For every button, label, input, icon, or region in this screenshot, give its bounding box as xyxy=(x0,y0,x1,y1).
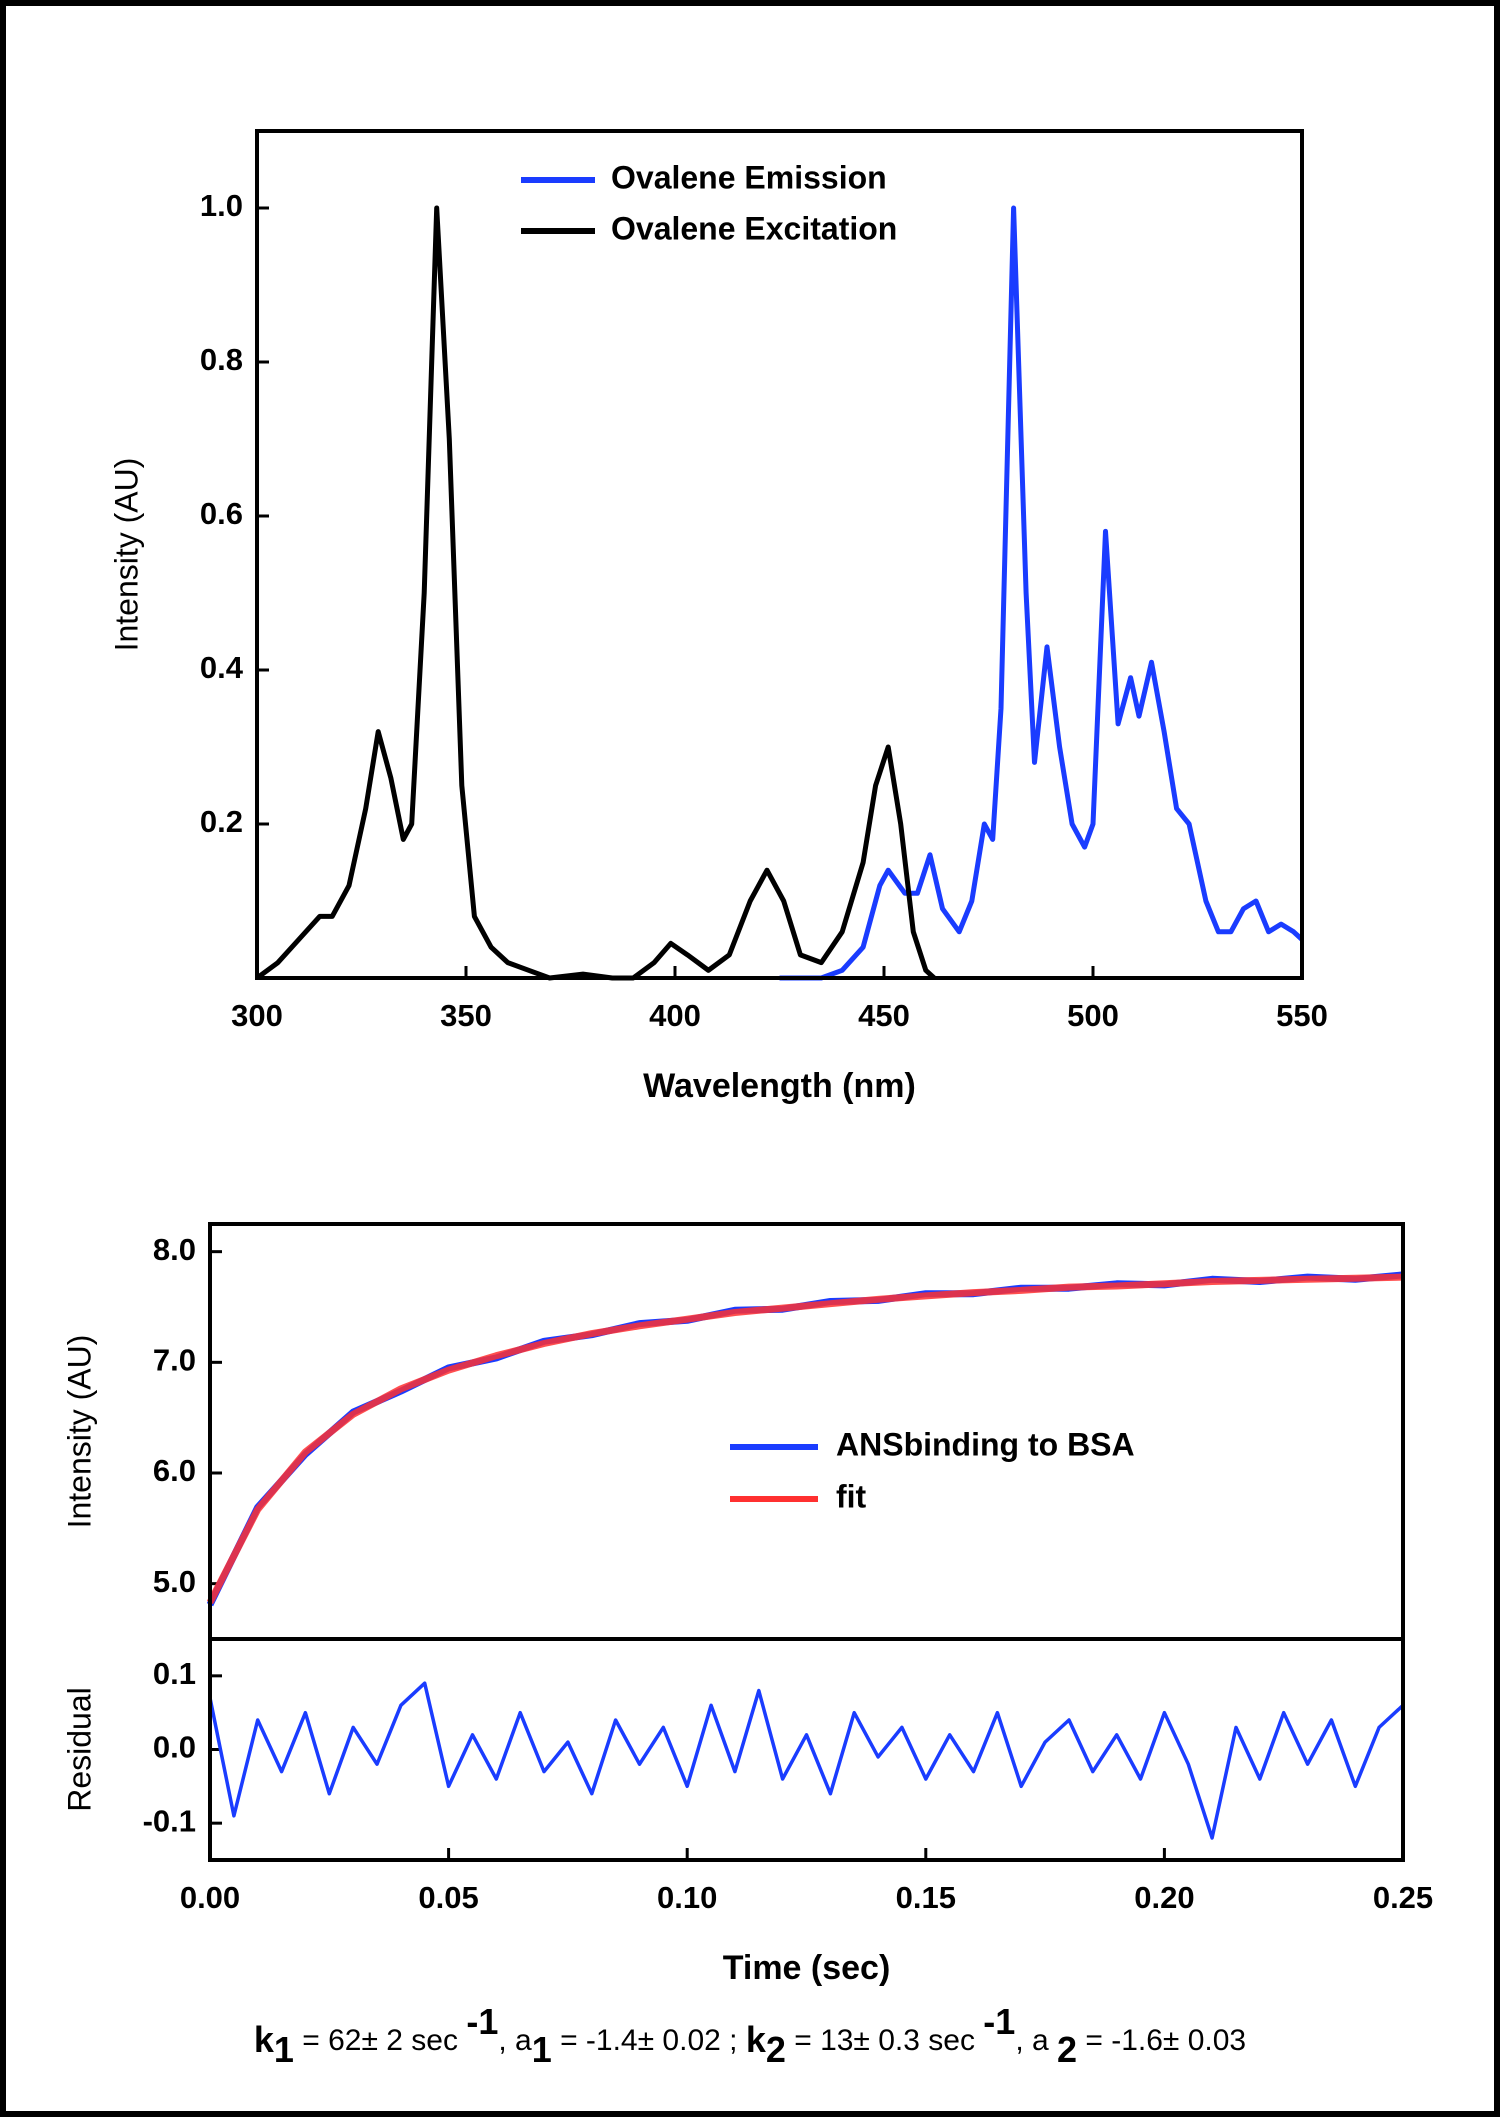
x-tick-label: 0.25 xyxy=(1373,1880,1433,1915)
x-tick-label: 0.00 xyxy=(180,1880,240,1915)
x-tick-label: 500 xyxy=(1067,998,1119,1033)
param: k xyxy=(746,2019,767,2060)
y-tick-label: 5.0 xyxy=(153,1564,196,1599)
series-line xyxy=(206,1273,1404,1605)
x-tick-label: 400 xyxy=(649,998,701,1033)
param: = -1.4± 0.02 ; xyxy=(552,2024,746,2057)
y-tick-label: 6.0 xyxy=(153,1453,196,1488)
legend-label: Ovalene Excitation xyxy=(611,210,897,246)
y-tick-label: 0.4 xyxy=(200,650,244,685)
y-axis-label: Intensity (AU) xyxy=(108,458,144,652)
param: , a xyxy=(498,2024,532,2057)
param: = 13± 0.3 sec xyxy=(786,2024,983,2057)
plot-frame xyxy=(208,1637,1405,1862)
series-line xyxy=(779,205,1304,981)
param: -1 xyxy=(466,2001,498,2042)
x-tick-label: 350 xyxy=(440,998,492,1033)
y-axis-label: Intensity (AU) xyxy=(61,1335,97,1529)
x-tick-label: 0.20 xyxy=(1134,1880,1194,1915)
legend-label: ANSbinding to BSA xyxy=(836,1426,1135,1462)
plot-frame xyxy=(208,1222,1405,1641)
y-tick-label: 0.1 xyxy=(153,1656,196,1691)
x-tick-label: 450 xyxy=(858,998,910,1033)
series-line xyxy=(255,205,936,981)
x-tick-label: 0.05 xyxy=(418,1880,478,1915)
fit-parameters: k1 = 62± 2 sec -1, a1 = -1.4± 0.02 ; k2 … xyxy=(254,2001,1246,2070)
param: = -1.6± 0.03 xyxy=(1077,2024,1246,2057)
y-axis-label: Residual xyxy=(61,1687,97,1812)
x-axis-label: Time (sec) xyxy=(723,1949,891,1987)
param: -1 xyxy=(983,2001,1015,2042)
param: = 62± 2 sec xyxy=(294,2024,466,2057)
y-tick-label: -0.1 xyxy=(143,1803,196,1838)
plot-frame xyxy=(255,129,1304,980)
x-tick-label: 550 xyxy=(1276,998,1328,1033)
param: 2 xyxy=(1057,2029,1077,2070)
x-tick-label: 0.10 xyxy=(657,1880,717,1915)
param: k xyxy=(254,2019,275,2060)
series-line xyxy=(206,1271,1404,1607)
param: , a xyxy=(1015,2024,1057,2057)
x-axis-label: Wavelength (nm) xyxy=(643,1067,916,1105)
legend-label: Ovalene Emission xyxy=(611,159,887,195)
y-tick-label: 8.0 xyxy=(153,1232,196,1267)
y-tick-label: 0.6 xyxy=(200,496,243,531)
y-tick-label: 0.0 xyxy=(153,1730,196,1765)
y-tick-label: 1.0 xyxy=(200,188,243,223)
y-tick-label: 0.2 xyxy=(200,804,243,839)
y-tick-label: 7.0 xyxy=(153,1343,196,1378)
series-line xyxy=(208,1681,1405,1840)
legend-label: fit xyxy=(836,1478,867,1514)
x-tick-label: 0.15 xyxy=(896,1880,956,1915)
x-tick-label: 300 xyxy=(231,998,283,1033)
param: 1 xyxy=(274,2029,294,2070)
param: 2 xyxy=(766,2029,786,2070)
param: 1 xyxy=(532,2029,552,2070)
y-tick-label: 0.8 xyxy=(200,342,243,377)
